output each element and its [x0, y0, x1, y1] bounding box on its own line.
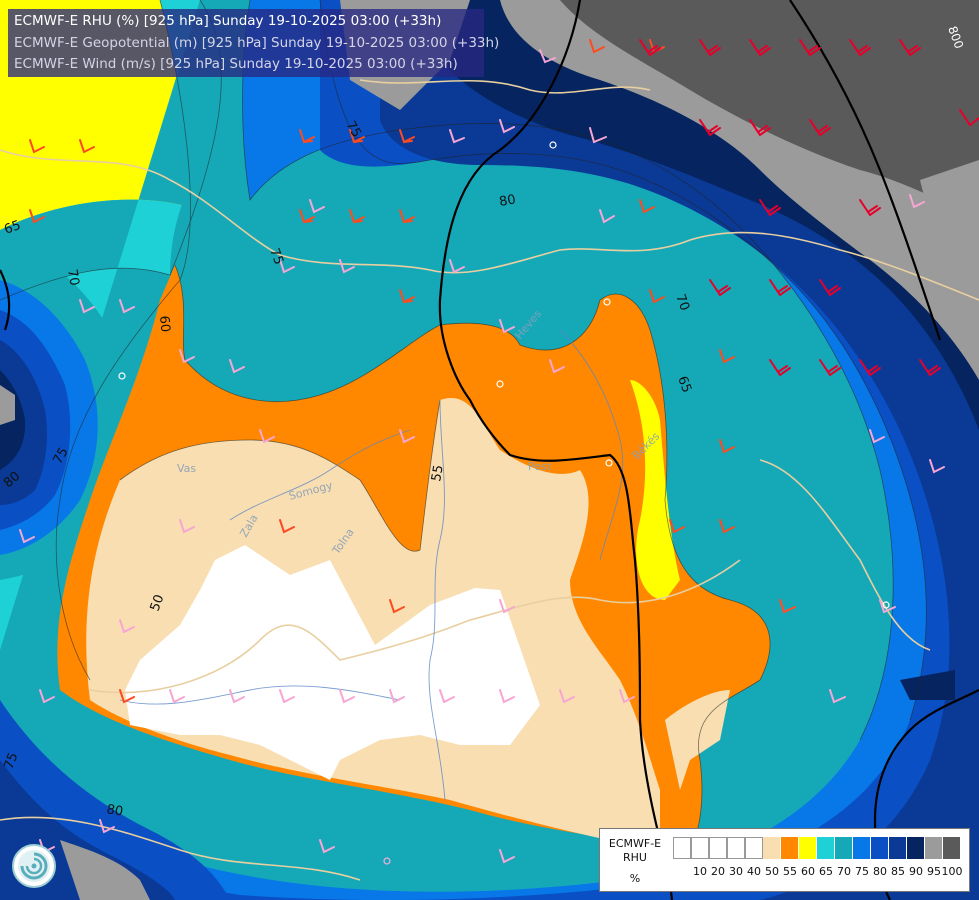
- contour-label-80c: 80: [105, 802, 124, 820]
- legend-tick-label: 80: [873, 865, 887, 878]
- legend-swatch: [745, 837, 763, 859]
- legend-tick-label: 90: [909, 865, 923, 878]
- ecmwf-logo: [12, 844, 56, 888]
- legend-swatch: [907, 837, 925, 859]
- contour-label-75: 75: [266, 246, 286, 267]
- city-marker: [549, 141, 557, 149]
- legend-swatch: [835, 837, 853, 859]
- legend-tick-label: 40: [747, 865, 761, 878]
- contour-label-55: 55: [429, 464, 447, 483]
- city-marker: [496, 380, 504, 388]
- legend-swatch: [763, 837, 781, 859]
- legend-variable: RHU: [623, 851, 647, 864]
- contour-label-75c: 75: [2, 751, 22, 772]
- legend-tick-label: 100: [941, 865, 963, 878]
- contour-label-75d: 75: [343, 119, 364, 141]
- legend-swatch: [853, 837, 871, 859]
- title-wind: ECMWF-E Wind (m/s) [925 hPa] Sunday 19-1…: [14, 56, 458, 72]
- legend-swatch: [871, 837, 889, 859]
- city-marker: [605, 459, 613, 467]
- contour-label-65b: 65: [2, 218, 23, 238]
- ecmwf-swirl-logo-icon: [18, 850, 50, 882]
- city-marker: [118, 372, 126, 380]
- map-title-panel: ECMWF-E RHU (%) [925 hPa] Sunday 19-10-2…: [8, 9, 500, 77]
- legend-tick-label: 95: [927, 865, 941, 878]
- legend-swatch: [925, 837, 943, 859]
- legend-title: ECMWF-E RHU: [605, 837, 665, 865]
- legend-model: ECMWF-E: [608, 837, 662, 850]
- legend-swatch: [943, 837, 961, 859]
- contour-label-70b: 70: [64, 268, 82, 287]
- legend-swatch: [709, 837, 727, 859]
- legend-swatch: [691, 837, 709, 859]
- legend-tick-label: 20: [711, 865, 725, 878]
- legend-tick-label: 60: [801, 865, 815, 878]
- city-marker: [882, 601, 890, 609]
- legend-color-scale: [673, 837, 961, 859]
- legend-tick-label: 70: [837, 865, 851, 878]
- title-geopotential: ECMWF-E Geopotential (m) [925 hPa] Sunda…: [14, 34, 500, 51]
- rhu-legend: ECMWF-E RHU % 10 20 30 40 50 55 60 65 70 75 80 85 90…: [599, 828, 970, 892]
- legend-unit: %: [629, 872, 641, 885]
- legend-swatch: [889, 837, 907, 859]
- city-marker: [383, 857, 391, 865]
- legend-tick-label: 65: [819, 865, 833, 878]
- contour-label-70: 70: [672, 292, 692, 313]
- city-marker: [603, 298, 611, 306]
- contour-label-75b: 75: [50, 445, 71, 467]
- river-label-vas: Vas: [177, 462, 196, 475]
- contour-label-80: 80: [498, 192, 517, 210]
- river-label-pest: Pest: [528, 460, 552, 473]
- legend-tick-label: 30: [729, 865, 743, 878]
- legend-swatch: [799, 837, 817, 859]
- legend-swatch: [727, 837, 745, 859]
- legend-tick-label: 10: [693, 865, 707, 878]
- legend-swatch: [817, 837, 835, 859]
- contour-label-60: 60: [156, 315, 172, 333]
- legend-tick-label: 75: [855, 865, 869, 878]
- legend-swatch: [673, 837, 691, 859]
- title-rhu: ECMWF-E RHU (%) [925 hPa] Sunday 19-10-2…: [14, 13, 442, 29]
- contour-label-65: 65: [674, 374, 694, 395]
- legend-tick-label: 55: [783, 865, 797, 878]
- contour-label-50: 50: [148, 593, 168, 614]
- legend-tick-label: 50: [765, 865, 779, 878]
- legend-tick-label: 85: [891, 865, 905, 878]
- legend-swatch: [781, 837, 799, 859]
